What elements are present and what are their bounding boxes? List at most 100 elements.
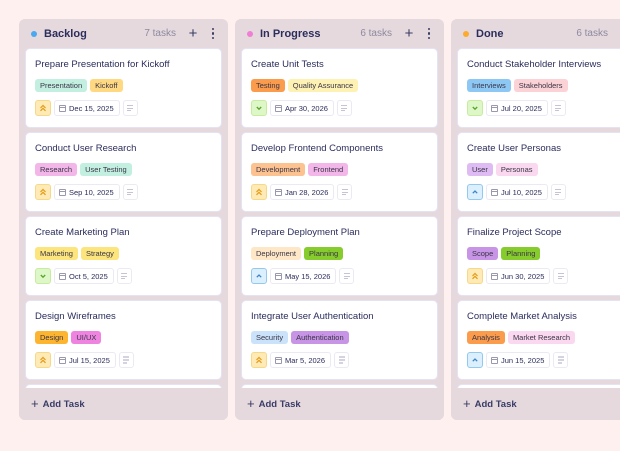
task-card[interactable]: Prepare Deployment Plan Deployment Planni… — [241, 216, 438, 296]
card-list: Prepare Presentation for Kickoff Present… — [19, 48, 228, 390]
tag-badge: Research — [35, 163, 78, 176]
priority-button[interactable] — [35, 100, 51, 116]
due-date[interactable]: Sep 10, 2025 — [54, 184, 120, 200]
card-meta: May 15, 2026 — [251, 268, 428, 284]
calendar-icon — [491, 356, 498, 364]
due-date-text: May 15, 2026 — [285, 271, 331, 281]
tag-badge: User — [467, 163, 493, 176]
due-date[interactable]: Oct 5, 2025 — [54, 268, 114, 284]
calendar-icon — [275, 104, 282, 112]
task-card-partial[interactable] — [25, 384, 222, 390]
add-task-button[interactable]: + Add Task — [19, 388, 228, 420]
description-empty-icon[interactable] — [553, 268, 569, 284]
tag-badge: Scope — [467, 247, 499, 260]
chevrons-up-icon — [39, 188, 47, 196]
tag-badge: Marketing — [35, 247, 78, 260]
due-date[interactable]: Mar 5, 2026 — [270, 352, 332, 368]
task-card[interactable]: Create Marketing Plan Marketing Strategy … — [25, 216, 222, 296]
due-date[interactable]: Jul 15, 2025 — [54, 352, 116, 368]
card-meta: Oct 5, 2025 — [35, 268, 212, 284]
card-meta: Jul 20, 2025 — [467, 100, 620, 116]
task-card[interactable]: Prepare Presentation for Kickoff Present… — [25, 48, 222, 128]
add-task-label: Add Task — [258, 398, 301, 410]
task-card[interactable]: Design Wireframes Design UI/UX Jul 15, 20… — [25, 300, 222, 380]
calendar-icon — [491, 188, 498, 196]
add-card-button[interactable]: + — [404, 24, 414, 42]
tag-badge: Testing — [251, 79, 285, 92]
due-date[interactable]: Jul 10, 2025 — [486, 184, 548, 200]
due-date-text: Sep 10, 2025 — [69, 187, 114, 197]
calendar-icon — [59, 356, 66, 364]
due-date-text: Jun 15, 2025 — [501, 355, 545, 365]
description-empty-icon[interactable] — [550, 100, 566, 116]
description-empty-icon[interactable] — [339, 268, 355, 284]
description-empty-icon[interactable] — [116, 268, 132, 284]
description-empty-icon[interactable] — [337, 184, 353, 200]
due-date[interactable]: Jun 15, 2025 — [486, 352, 551, 368]
add-card-button[interactable]: + — [188, 24, 198, 42]
priority-button[interactable] — [251, 100, 267, 116]
priority-button[interactable] — [35, 268, 51, 284]
task-card[interactable]: Integrate User Authentication Security Au… — [241, 300, 438, 380]
due-date[interactable]: Dec 15, 2025 — [54, 100, 120, 116]
chevrons-up-icon — [255, 188, 263, 196]
task-card[interactable]: Conduct User Research Research User Testi… — [25, 132, 222, 212]
priority-button[interactable] — [251, 184, 267, 200]
column-header: Backlog 7 tasks + — [19, 19, 228, 48]
calendar-icon — [275, 356, 282, 364]
task-card-partial[interactable] — [457, 384, 620, 390]
priority-button[interactable] — [467, 352, 483, 368]
description-empty-icon[interactable] — [336, 100, 352, 116]
due-date[interactable]: Jun 30, 2025 — [486, 268, 551, 284]
task-card[interactable]: Complete Market Analysis Analysis Market … — [457, 300, 620, 380]
add-task-button[interactable]: + Add Task — [451, 388, 620, 420]
column-header: In Progress 6 tasks + — [235, 19, 444, 48]
task-card-partial[interactable] — [241, 384, 438, 390]
description-empty-icon[interactable] — [122, 100, 138, 116]
task-card[interactable]: Create Unit Tests Testing Quality Assuran… — [241, 48, 438, 128]
task-card[interactable]: Develop Frontend Components Development F… — [241, 132, 438, 212]
card-list: Create Unit Tests Testing Quality Assuran… — [235, 48, 444, 390]
task-title: Conduct User Research — [35, 143, 137, 154]
description-empty-icon[interactable] — [550, 184, 566, 200]
card-meta: Apr 30, 2026 — [251, 100, 428, 116]
task-card[interactable]: Finalize Project Scope Scope Planning Jun… — [457, 216, 620, 296]
priority-button[interactable] — [35, 184, 51, 200]
column-menu-button[interactable] — [424, 27, 434, 40]
task-title: Finalize Project Scope — [467, 227, 562, 238]
priority-button[interactable] — [467, 100, 483, 116]
tag-list: Testing Quality Assurance — [251, 79, 428, 92]
due-date-text: Mar 5, 2026 — [285, 355, 326, 365]
priority-button[interactable] — [251, 268, 267, 284]
add-task-button[interactable]: + Add Task — [235, 388, 444, 420]
due-date-text: Jan 28, 2026 — [285, 187, 329, 197]
priority-button[interactable] — [35, 352, 51, 368]
due-date[interactable]: Jul 20, 2025 — [486, 100, 548, 116]
priority-button[interactable] — [251, 352, 267, 368]
tag-badge: Strategy — [80, 247, 119, 260]
task-card[interactable]: Create User Personas User Personas Jul 10… — [457, 132, 620, 212]
task-count: 7 tasks — [144, 28, 176, 39]
due-date[interactable]: May 15, 2026 — [270, 268, 337, 284]
task-title: Integrate User Authentication — [251, 311, 374, 322]
task-count: 6 tasks — [360, 28, 392, 39]
tag-list: Marketing Strategy — [35, 247, 212, 260]
tag-badge: Frontend — [308, 163, 349, 176]
column-menu-button[interactable] — [208, 27, 218, 40]
due-date[interactable]: Apr 30, 2026 — [270, 100, 334, 116]
description-filled-icon[interactable] — [553, 352, 569, 368]
due-date-text: Jul 10, 2025 — [501, 187, 542, 197]
calendar-icon — [275, 272, 282, 280]
column-done: Done 6 tasks + Conduct Stakeholder Inter… — [451, 19, 620, 420]
task-title: Prepare Presentation for Kickoff — [35, 59, 170, 70]
description-empty-icon[interactable] — [122, 184, 138, 200]
chevron-up-icon — [255, 272, 263, 280]
description-filled-icon[interactable] — [118, 352, 134, 368]
due-date[interactable]: Jan 28, 2026 — [270, 184, 335, 200]
priority-button[interactable] — [467, 184, 483, 200]
card-meta: Mar 5, 2026 — [251, 352, 428, 368]
chevrons-up-icon — [255, 356, 263, 364]
description-filled-icon[interactable] — [334, 352, 350, 368]
task-card[interactable]: Conduct Stakeholder Interviews Interview… — [457, 48, 620, 128]
priority-button[interactable] — [467, 268, 483, 284]
